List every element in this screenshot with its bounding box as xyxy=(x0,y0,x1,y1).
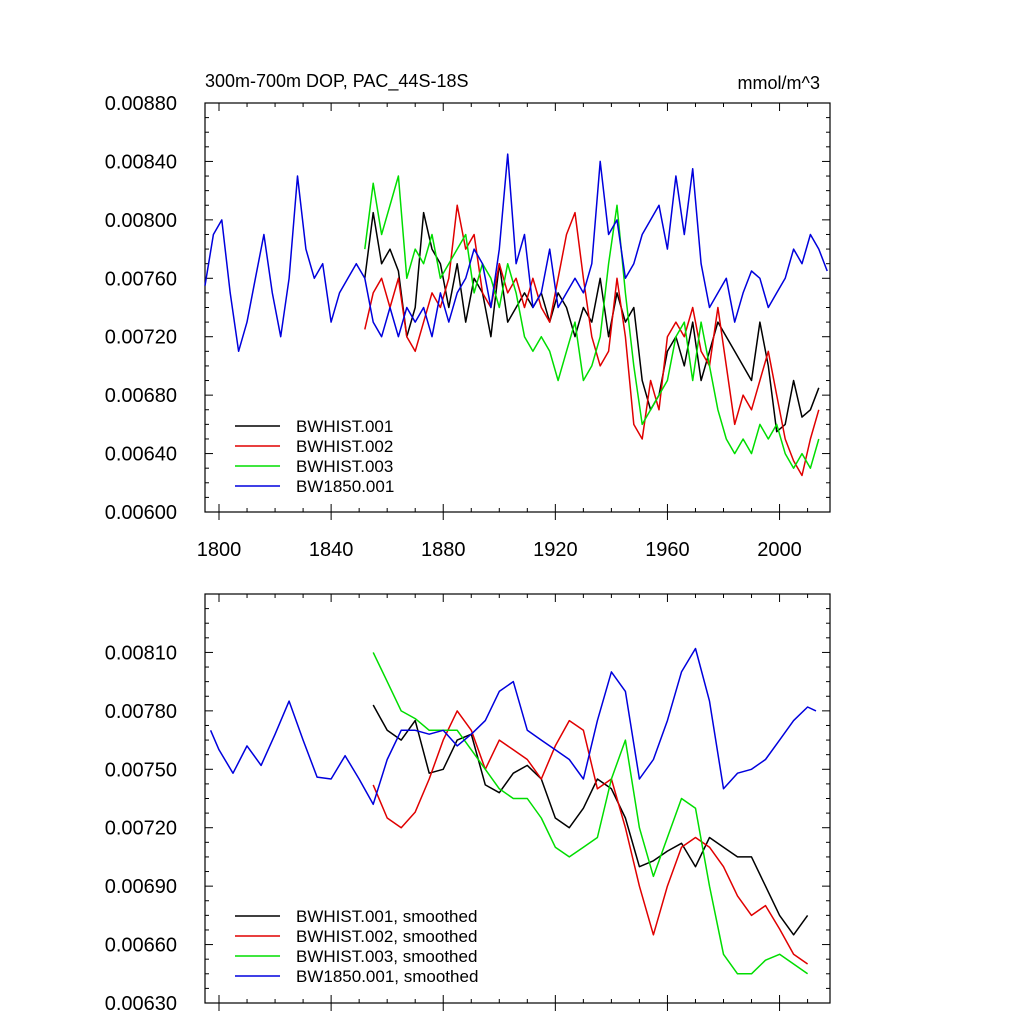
legend-label: BW1850.001 xyxy=(296,477,394,496)
legend-label: BWHIST.003, smoothed xyxy=(296,947,477,966)
y-tick-label: 0.00840 xyxy=(105,151,177,173)
y-tick-label: 0.00780 xyxy=(105,701,177,723)
series-line-4 xyxy=(209,647,817,806)
series-line-2 xyxy=(372,710,809,965)
chart-title: 300m-700m DOP, PAC_44S-18S xyxy=(205,71,468,92)
y-tick-label: 0.00750 xyxy=(105,759,177,781)
legend-label: BWHIST.003 xyxy=(296,457,393,476)
bottom-panel: 0.00630 0.00660 0.00690 0.00720 0.00750 0.007… xyxy=(105,593,831,1015)
units-label: mmol/m^3 xyxy=(738,73,820,93)
x-tick-label: 1920 xyxy=(533,539,578,561)
y-tick-label: 0.00600 xyxy=(105,502,177,524)
series-line-3 xyxy=(364,175,820,469)
x-tick-label: 1880 xyxy=(421,539,466,561)
legend-label: BWHIST.001 xyxy=(296,417,393,436)
y-tick-label: 0.00760 xyxy=(105,268,177,290)
top-panel: 300m-700m DOP, PAC_44S-18S mmol/m^3 0.0060… xyxy=(105,71,831,561)
legend-label: BW1850.001, smoothed xyxy=(296,967,478,986)
legend-label: BWHIST.002, smoothed xyxy=(296,927,477,946)
series-line-2 xyxy=(364,204,820,477)
y-tick-label: 0.00720 xyxy=(105,327,177,349)
x-tick-label: 2000 xyxy=(757,539,802,561)
x-tick-label: 1800 xyxy=(197,539,242,561)
y-tick-label: 0.00810 xyxy=(105,642,177,664)
legend-label: BWHIST.001, smoothed xyxy=(296,907,477,926)
y-tick-label: 0.00680 xyxy=(105,385,177,407)
legend-label: BWHIST.002 xyxy=(296,437,393,456)
x-tick-label: 1960 xyxy=(645,539,690,561)
y-tick-label: 0.00880 xyxy=(105,93,177,115)
series-line-3 xyxy=(372,652,809,975)
series-line-1 xyxy=(364,211,820,433)
series-line-1 xyxy=(372,704,809,936)
y-tick-label: 0.00690 xyxy=(105,876,177,898)
y-tick-label: 0.00630 xyxy=(105,993,177,1015)
y-tick-label: 0.00660 xyxy=(105,935,177,957)
x-tick-label: 1840 xyxy=(309,539,354,561)
y-tick-label: 0.00640 xyxy=(105,444,177,466)
series-line-4 xyxy=(204,153,828,353)
y-tick-label: 0.00800 xyxy=(105,210,177,232)
y-tick-label: 0.00720 xyxy=(105,818,177,840)
